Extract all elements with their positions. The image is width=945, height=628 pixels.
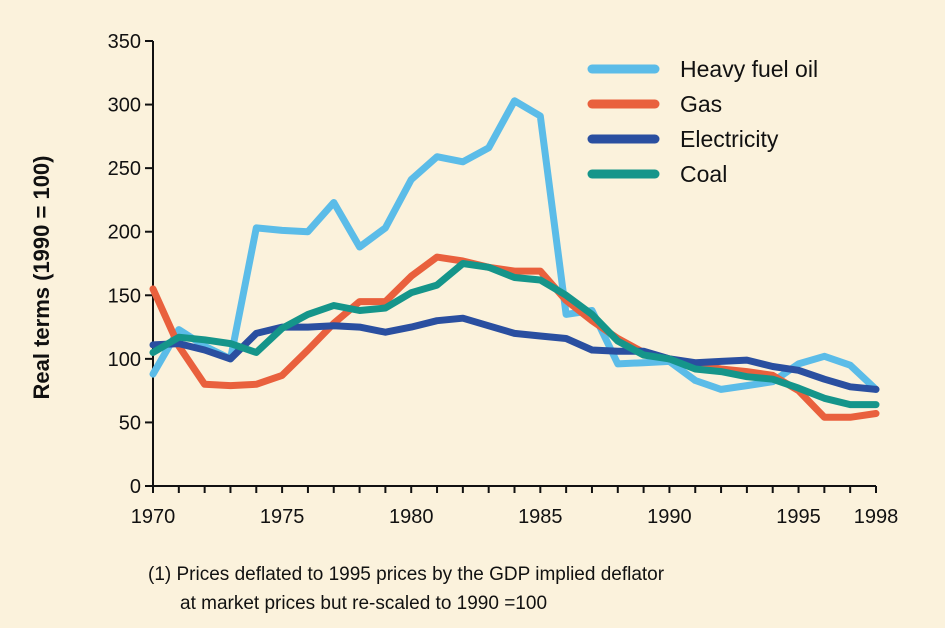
series-line-coal: [149, 260, 880, 409]
y-tick-label: 300: [108, 95, 141, 117]
x-tick-label: 1985: [518, 506, 563, 528]
x-tick-label: 1970: [131, 506, 176, 528]
y-tick-label: 150: [108, 285, 141, 307]
legend-label-gas: Gas: [680, 91, 722, 117]
x-tick-label: 1998: [854, 506, 899, 528]
x-tick-label: 1995: [776, 506, 821, 528]
footnote-line-1: (1) Prices deflated to 1995 prices by th…: [148, 564, 665, 585]
y-tick-label: 100: [108, 349, 141, 371]
legend-label-heavy-fuel-oil: Heavy fuel oil: [680, 56, 818, 82]
y-tick-label: 350: [108, 31, 141, 53]
line-chart: 0 50 100 150 200 250 300 350 1970 1975 1980 1985 199…: [29, 31, 899, 528]
legend-label-coal: Coal: [680, 161, 727, 187]
series-line-heavy-fuel-oil: [149, 97, 880, 393]
y-tick-label: 0: [130, 476, 141, 498]
x-tick-label: 1980: [389, 506, 434, 528]
y-tick-label: 250: [108, 158, 141, 180]
y-tick-label: 200: [108, 222, 141, 244]
series-line-gas: [149, 253, 880, 421]
legend-label-electricity: Electricity: [680, 126, 779, 152]
footnote-line-2: at market prices but re-scaled to 1990 =…: [180, 593, 548, 614]
footnote: (1) Prices deflated to 1995 prices by th…: [148, 560, 664, 618]
series-line-electricity: [149, 314, 880, 393]
y-tick-label: 50: [119, 412, 141, 434]
x-tick-label: 1990: [647, 506, 692, 528]
y-axis-title: Real terms (1990 = 100): [29, 156, 54, 400]
x-tick-label: 1975: [260, 506, 305, 528]
